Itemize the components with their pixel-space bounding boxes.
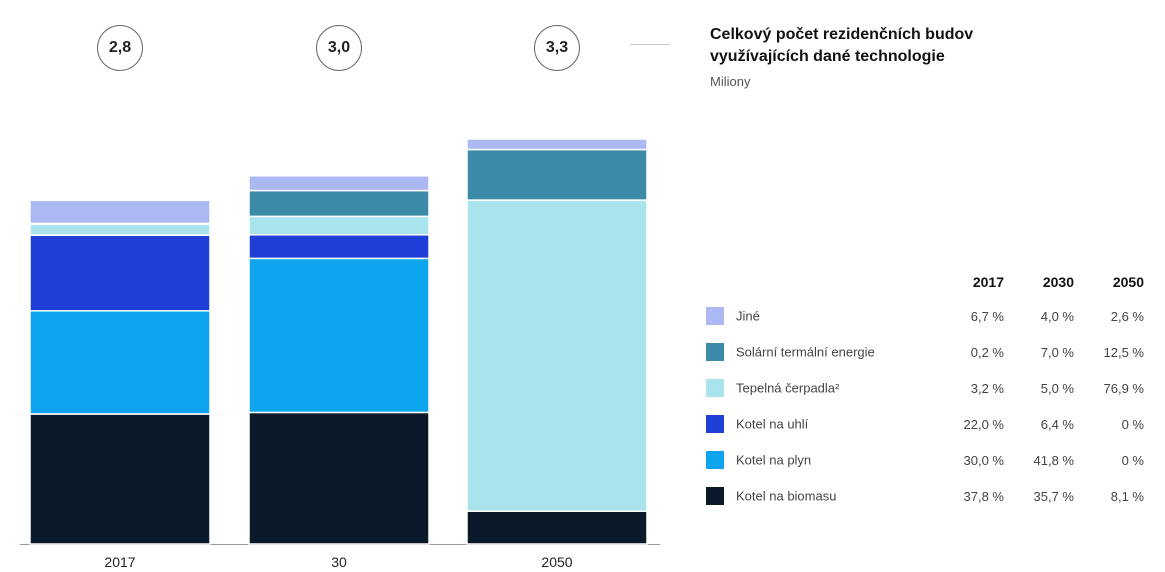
legend-value-uhli-2017: 22,0 % (963, 416, 1004, 432)
legend-swatch-biomasa (706, 487, 724, 505)
legend-header-2050: 2050 (1112, 274, 1144, 290)
legend-row-tepelna: Tepelná čerpadla² 3,2 % 5,0 % 76,9 % (706, 370, 1144, 406)
legend-name-solarni: Solární termální energie (736, 344, 875, 360)
bar-segment-uhli-2030 (248, 234, 430, 260)
legend-label-cell: Kotel na uhlí (706, 406, 934, 442)
legend-header-blank (706, 266, 934, 298)
legend-swatch-tepelna (706, 379, 724, 397)
bar-segment-jine-2030 (248, 175, 430, 192)
bar-segment-tepelna-2030 (248, 215, 430, 236)
bar-segment-biomasa-2030 (248, 411, 430, 545)
legend-swatch-uhli (706, 415, 724, 433)
chart-title: Celkový počet rezidenčních budov využíva… (710, 26, 974, 65)
category-label-2030: 30 (331, 554, 347, 570)
bar-segment-biomasa-2017 (29, 413, 211, 545)
legend-name-tepelna: Tepelná čerpadla² (736, 380, 840, 396)
legend-row-jine: Jiné 6,7 % 4,0 % 2,6 % (706, 298, 1144, 334)
legend-value-plyn-2017: 30,0 % (963, 452, 1004, 468)
legend-value-jine-2050: 2,6 % (1110, 308, 1144, 324)
legend-value-uhli-2050: 0 % (1121, 416, 1144, 432)
bar-segment-plyn-2017 (29, 310, 211, 415)
legend-row-uhli: Kotel na uhlí 22,0 % 6,4 % 0 % (706, 406, 1144, 442)
legend-name-plyn: Kotel na plyn (736, 452, 812, 468)
legend-value-solarni-2050: 12,5 % (1103, 344, 1144, 360)
bar-segment-tepelna-2050 (466, 199, 648, 512)
bar-segment-biomasa-2050 (466, 510, 648, 545)
legend-label-cell: Solární termální energie (706, 334, 934, 370)
legend-value-solarni-2017: 0,2 % (970, 344, 1004, 360)
legend-label-cell: Tepelná čerpadla² (706, 370, 934, 406)
bar-segment-jine-2017 (29, 199, 211, 225)
total-circle-2017: 2,8 (97, 25, 143, 71)
legend-value-biomasa-2017: 37,8 % (963, 488, 1004, 504)
legend-label-cell: Jiné (706, 298, 934, 334)
legend-value-solarni-2030: 7,0 % (1040, 344, 1074, 360)
legend-header-2030: 2030 (1042, 274, 1074, 290)
legend-swatch-solarni (706, 343, 724, 361)
legend-row-plyn: Kotel na plyn 30,0 % 41,8 % 0 % (706, 442, 1144, 478)
total-circle-2030: 3,0 (316, 25, 362, 71)
legend-value-jine-2017: 6,7 % (970, 308, 1004, 324)
legend-swatch-plyn (706, 451, 724, 469)
legend-label-cell: Kotel na biomasu (706, 478, 934, 514)
legend-value-plyn-2030: 41,8 % (1033, 452, 1074, 468)
legend-value-plyn-2050: 0 % (1121, 452, 1144, 468)
legend-header-2017: 2017 (972, 274, 1004, 290)
legend-header-row: 2017 2030 2050 (706, 266, 1144, 298)
legend-value-biomasa-2030: 35,7 % (1033, 488, 1074, 504)
bar-segment-solarni-2050 (466, 148, 648, 201)
legend-value-tepelna-2050: 76,9 % (1103, 380, 1144, 396)
legend-name-jine: Jiné (736, 308, 760, 324)
legend-value-tepelna-2030: 5,0 % (1040, 380, 1074, 396)
legend-value-uhli-2030: 6,4 % (1040, 416, 1074, 432)
bar-segment-tepelna-2017 (29, 223, 211, 236)
legend-swatch-jine (706, 307, 724, 325)
bar-segment-solarni-2030 (248, 189, 430, 218)
legend-name-uhli: Kotel na uhlí (736, 416, 809, 432)
legend-label-cell: Kotel na plyn (706, 442, 934, 478)
legend-name-biomasa: Kotel na biomasu (736, 488, 837, 504)
category-label-2017: 2017 (104, 554, 136, 570)
legend-row-biomasa: Kotel na biomasu 37,8 % 35,7 % 8,1 % (706, 478, 1144, 514)
bar-segment-uhli-2017 (29, 234, 211, 312)
chart-subtitle: Miliony (710, 74, 751, 89)
bar-segment-jine-2050 (466, 138, 648, 151)
legend-row-solarni: Solární termální energie 0,2 % 7,0 % 12,… (706, 334, 1144, 370)
legend-value-tepelna-2017: 3,2 % (970, 380, 1004, 396)
legend-table: 2017 2030 2050 Jiné 6,7 % 4,0 % 2,6 % So… (706, 266, 1144, 514)
bar-segment-plyn-2030 (248, 257, 430, 414)
category-label-2050: 2050 (541, 554, 573, 570)
total-circle-2050: 3,3 (534, 25, 580, 71)
title-connector-line (630, 44, 670, 45)
legend-value-biomasa-2050: 8,1 % (1110, 488, 1144, 504)
legend-value-jine-2030: 4,0 % (1040, 308, 1074, 324)
